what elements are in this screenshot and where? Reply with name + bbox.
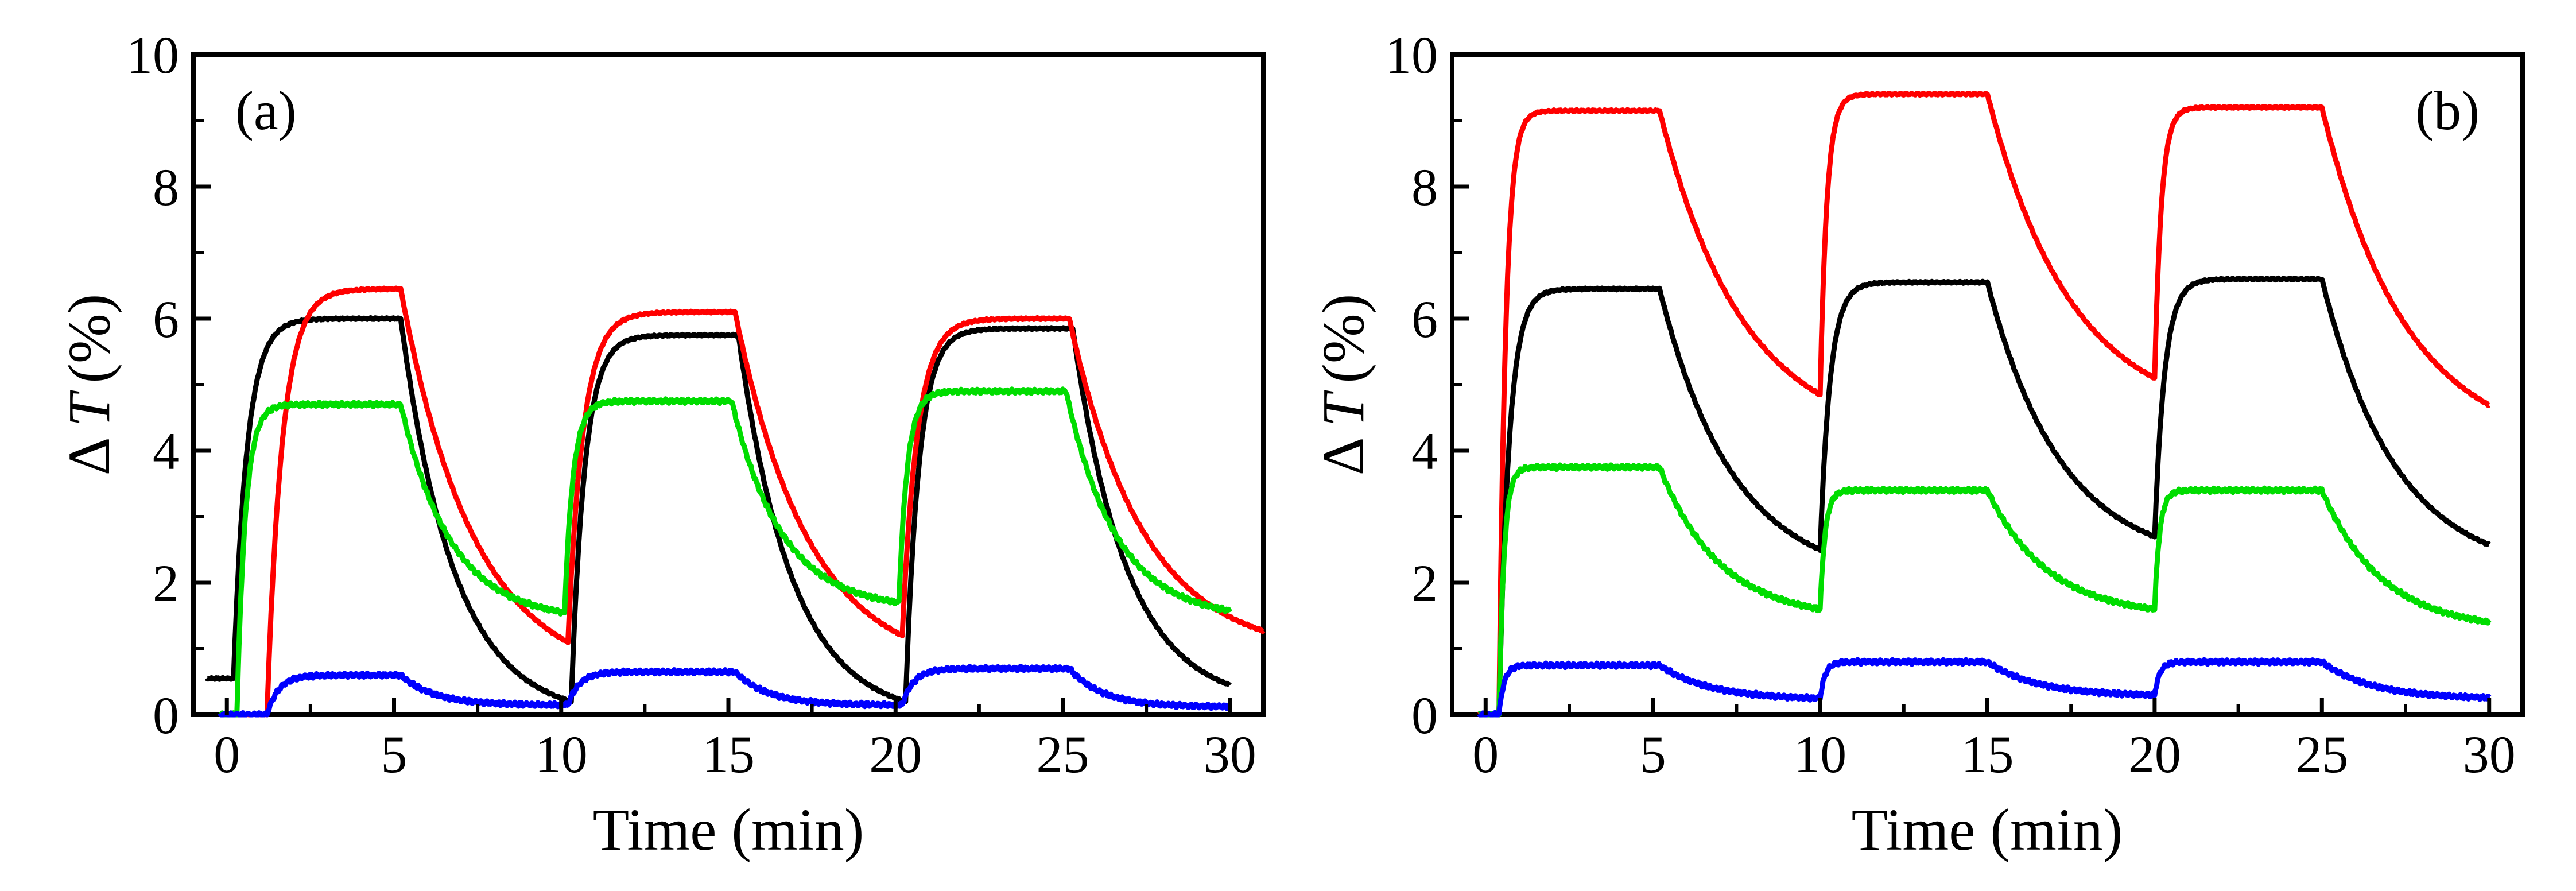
x-tick-label: 10 — [1794, 725, 1846, 784]
series-line-red — [218, 285, 1266, 718]
panel-b-y-axis-title: ΔT (%) — [1310, 294, 1376, 476]
panel-a-ticks: 0 5 10 15 20 25 30 0 2 4 6 8 10 — [126, 26, 1256, 784]
x-tick-label: 30 — [1204, 725, 1256, 784]
series-line-green — [218, 386, 1232, 718]
panel-b: 0 5 10 15 20 25 30 0 2 4 6 8 10 (b) Time (min) ΔT (%) — [1310, 26, 2525, 863]
panel-b-label: (b) — [2415, 80, 2480, 141]
panel-b-series — [1477, 90, 2492, 718]
x-tick-label: 0 — [1472, 725, 1499, 784]
x-tick-label: 5 — [381, 725, 408, 784]
panel-b-x-axis-title: Time (min) — [1852, 797, 2123, 863]
series-line-red — [1477, 90, 2492, 718]
y-tick-label: 6 — [1411, 290, 1438, 348]
series-line-green — [1477, 462, 2492, 718]
y-tick-label: 0 — [153, 686, 179, 745]
panel-b-y-axis-title-unit: (%) — [1310, 294, 1376, 383]
y-tick-label: 6 — [153, 290, 179, 348]
panel-a-frame — [191, 52, 1266, 717]
y-tick-label: 10 — [126, 26, 179, 84]
x-tick-label: 20 — [2128, 725, 2181, 784]
panel-a-y-axis-title-delta: Δ — [56, 437, 122, 475]
x-tick-label: 5 — [1640, 725, 1666, 784]
panel-a-x-axis-title: Time (min) — [593, 797, 864, 863]
panel-a-y-axis-title-var: T — [56, 390, 122, 427]
series-line-blue — [218, 664, 1232, 718]
y-tick-label: 2 — [1411, 554, 1438, 613]
y-tick-label: 8 — [153, 158, 179, 216]
series-line-black — [204, 315, 1232, 704]
x-tick-label: 15 — [702, 725, 755, 784]
y-tick-label: 4 — [153, 422, 179, 481]
panel-a-label: (a) — [235, 80, 297, 141]
panel-b-frame — [1450, 52, 2525, 717]
x-tick-label: 15 — [1961, 725, 2014, 784]
x-tick-label: 25 — [1037, 725, 1089, 784]
y-tick-label: 2 — [153, 554, 179, 613]
x-tick-label: 25 — [2295, 725, 2348, 784]
panel-a: 0 5 10 15 20 25 30 0 2 4 6 8 10 (a) Time (min) ΔT (%) — [56, 26, 1266, 863]
x-tick-label: 0 — [214, 725, 240, 784]
panel-b-y-axis-title-var: T — [1310, 390, 1376, 427]
panel-a-series — [204, 285, 1266, 718]
x-tick-label: 30 — [2463, 725, 2516, 784]
y-tick-label: 0 — [1411, 686, 1438, 745]
panel-a-y-axis-title-unit: (%) — [56, 294, 122, 383]
panel-b-y-axis-title-delta: Δ — [1310, 437, 1376, 475]
panel-b-ticks: 0 5 10 15 20 25 30 0 2 4 6 8 10 — [1385, 26, 2516, 784]
x-tick-label: 20 — [869, 725, 922, 784]
x-tick-label: 10 — [535, 725, 588, 784]
y-tick-label: 4 — [1411, 422, 1438, 481]
panel-a-y-axis-title: ΔT (%) — [56, 294, 122, 476]
series-line-blue — [1477, 657, 2492, 718]
series-line-black — [1477, 275, 2492, 718]
y-tick-label: 8 — [1411, 158, 1438, 216]
y-tick-label: 10 — [1385, 26, 1438, 84]
